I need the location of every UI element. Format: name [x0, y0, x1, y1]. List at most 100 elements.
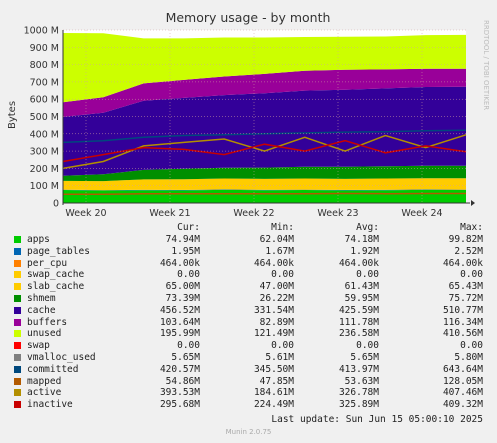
y-tick-label: 400 M	[30, 129, 59, 140]
legend-swatch	[14, 389, 21, 397]
legend-swatch	[14, 318, 21, 326]
legend-min-value: 121.49M	[253, 328, 294, 340]
legend-header-avg: Avg:	[356, 222, 379, 233]
area-buffers	[63, 68, 466, 117]
y-tick-label: 600 M	[30, 95, 59, 106]
munin-version-text: Munin 2.0.75	[225, 428, 272, 436]
line-mapped	[62, 192, 466, 196]
x-tick-label: Week 22	[233, 208, 274, 219]
legend-swatch	[14, 295, 21, 302]
legend-row-apps: apps 74.94M 62.04M 74.18M 99.82M	[0, 234, 497, 246]
legend-cur-value: 0.00	[177, 340, 200, 352]
area-unused	[63, 33, 466, 103]
legend-min-value: 224.49M	[253, 399, 294, 411]
area-page_tables	[63, 189, 466, 191]
legend-series-name: cache	[27, 304, 56, 316]
legend-min-value: 464.00k	[253, 257, 294, 269]
legend-avg-value: 413.97M	[338, 363, 379, 375]
legend-min-value: 47.85M	[259, 375, 294, 387]
legend-avg-value: 111.78M	[338, 316, 379, 328]
legend-cur-value: 74.94M	[165, 234, 200, 245]
legend-swatch	[14, 330, 21, 338]
legend-header-cur: Cur:	[177, 222, 200, 233]
legend-cur-value: 420.57M	[159, 363, 200, 375]
area-layers	[63, 33, 466, 203]
legend-min-value: 62.04M	[259, 234, 294, 245]
legend-avg-value: 464.00k	[338, 257, 379, 269]
legend-min-value: 331.54M	[253, 304, 294, 316]
legend-cur-value: 65.00M	[165, 281, 200, 293]
legend-cur-value: 73.39M	[165, 293, 200, 304]
legend-series-name: per_cpu	[27, 257, 68, 269]
legend-swatch	[14, 377, 21, 385]
legend-series-name: buffers	[27, 316, 68, 328]
y-tick-label: 800 M	[30, 60, 59, 71]
x-tick-label: Week 20	[65, 208, 106, 219]
legend-series-name: active	[27, 387, 62, 399]
y-tick-label: 1000 M	[24, 26, 59, 37]
legend-series-name: unused	[27, 328, 62, 340]
legend-row-per_cpu: per_cpu 464.00k 464.00k 464.00k 464.00k	[0, 258, 497, 270]
legend-min-value: 47.00M	[259, 281, 294, 293]
legend-cur-value: 295.68M	[159, 399, 200, 411]
y-tick-label: 0	[53, 199, 59, 210]
x-tick-label: Week 21	[149, 208, 190, 219]
legend-max-value: 407.46M	[442, 387, 483, 399]
legend-max-value: 410.56M	[442, 328, 483, 340]
legend-row-swap_cache: swap_cache 0.00 0.00 0.00 0.00	[0, 269, 497, 281]
legend-avg-value: 59.95M	[344, 293, 379, 304]
chart: Memory usage - by month Bytes RRDTOOL / …	[7, 10, 490, 219]
legend-max-value: 510.77M	[442, 304, 483, 316]
legend-max-value: 75.72M	[448, 293, 483, 304]
legend-min-value: 1.67M	[265, 245, 294, 257]
y-tick-label: 500 M	[30, 112, 59, 123]
legend-cur-value: 54.86M	[165, 375, 200, 387]
legend-avg-value: 53.63M	[344, 375, 379, 387]
area-per_cpu	[63, 189, 466, 191]
side-credit-label: RRDTOOL / TOBI OETIKER	[482, 20, 490, 110]
legend-series-name: slab_cache	[27, 281, 85, 293]
legend-row-committed: committed 420.57M 345.50M 413.97M 643.64M	[0, 364, 497, 376]
legend-series-name: mapped	[27, 375, 62, 387]
legend-row-vmalloc_used: vmalloc_used 5.65M 5.61M 5.65M 5.80M	[0, 352, 497, 364]
legend-min-value: 26.22M	[259, 293, 294, 304]
legend-series-name: apps	[27, 234, 50, 245]
legend-row-slab_cache: slab_cache 65.00M 47.00M 61.43M 65.43M	[0, 281, 497, 293]
legend-series-name: vmalloc_used	[27, 352, 96, 363]
legend-series-name: page_tables	[27, 245, 90, 257]
legend-swatch	[14, 247, 21, 255]
area-apps	[63, 189, 466, 203]
legend-cur-value: 464.00k	[159, 257, 200, 269]
x-tick-label: Week 23	[317, 208, 358, 219]
legend-max-value: 643.64M	[442, 363, 483, 375]
legend-row-buffers: buffers 103.64M 82.89M 111.78M 116.34M	[0, 317, 497, 329]
legend-avg-value: 61.43M	[344, 281, 379, 293]
legend-swatch	[14, 259, 21, 267]
legend-series-name: swap	[27, 340, 50, 352]
legend-swatch	[14, 271, 21, 279]
legend-series-name: shmem	[27, 293, 56, 304]
legend-avg-value: 326.78M	[338, 387, 379, 399]
legend-avg-value: 425.59M	[338, 304, 379, 316]
legend-avg-value: 325.89M	[338, 399, 379, 411]
legend-swatch	[14, 365, 21, 373]
legend-min-value: 0.00	[271, 269, 294, 281]
x-tick-label: Week 24	[401, 208, 442, 219]
legend-max-value: 128.05M	[442, 375, 483, 387]
legend-max-value: 2.52M	[454, 245, 483, 257]
legend-min-value: 345.50M	[253, 363, 294, 375]
legend-min-value: 0.00	[271, 340, 294, 352]
y-tick-labels: 0 100 M 200 M 300 M 400 M 500 M 600 M 700 M 800 …	[24, 26, 59, 210]
legend-avg-value: 1.92M	[350, 245, 379, 257]
y-tick-label: 200 M	[30, 164, 59, 175]
legend-row-mapped: mapped 54.86M 47.85M 53.63M 128.05M	[0, 376, 497, 388]
legend-avg-value: 236.58M	[338, 328, 379, 340]
legend-max-value: 464.00k	[442, 257, 483, 269]
legend-header-max: Max:	[460, 222, 483, 233]
legend-max-value: 0.00	[460, 340, 483, 352]
legend-max-value: 99.82M	[448, 234, 483, 245]
last-update-text: Last update: Sun Jun 15 05:00:10 2025	[271, 414, 483, 425]
legend-swatch	[14, 236, 21, 243]
legend-cur-value: 0.00	[177, 269, 200, 281]
x-axis-arrow	[471, 200, 475, 206]
